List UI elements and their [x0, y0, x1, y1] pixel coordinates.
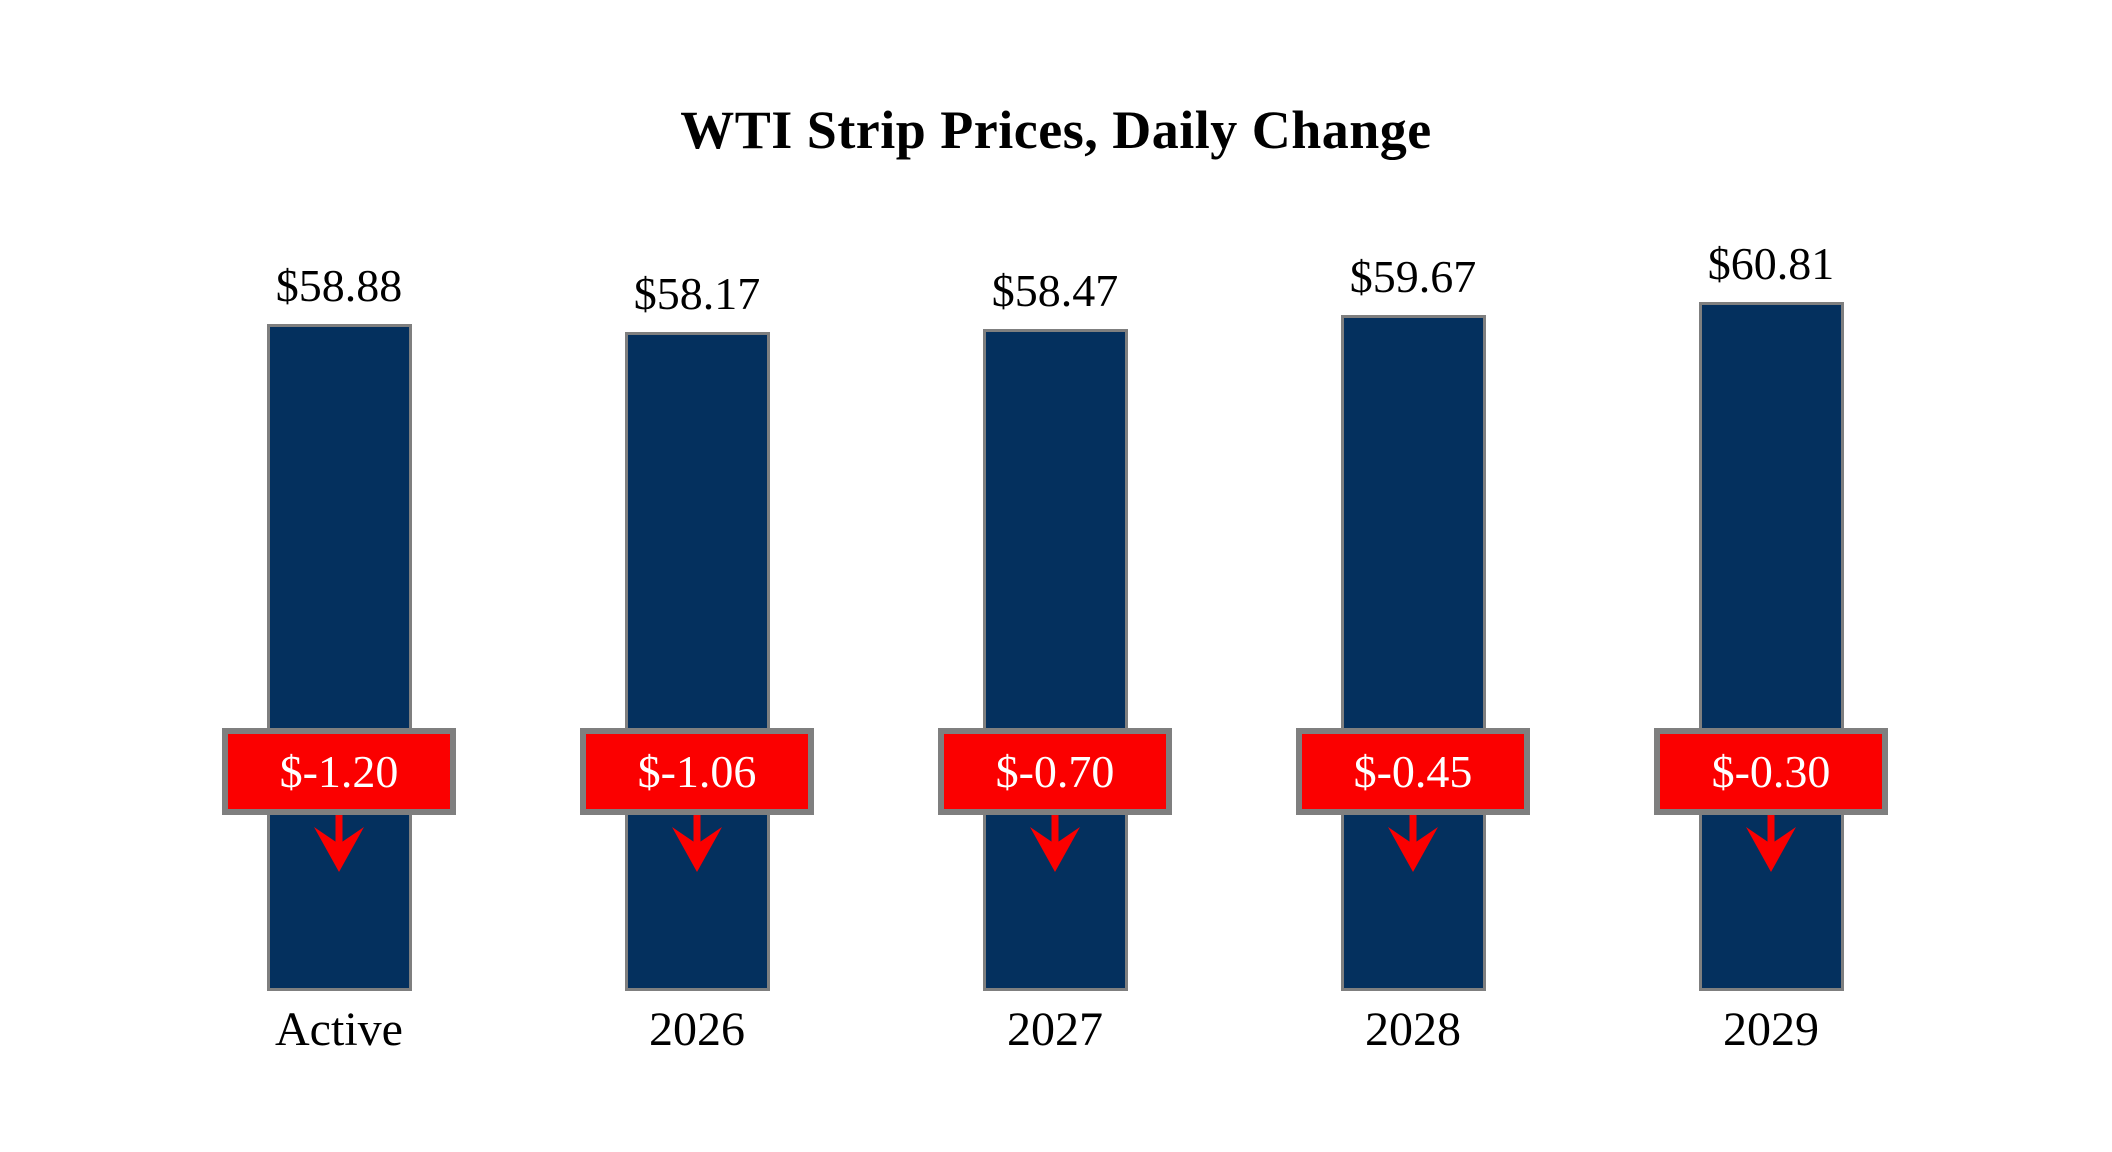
- down-arrow-icon: [1027, 815, 1083, 872]
- daily-change-badge: $-0.30: [1654, 728, 1888, 815]
- category-label: Active: [275, 1003, 403, 1056]
- bar-active: [266, 324, 412, 991]
- chart-title: WTI Strip Prices, Daily Change: [680, 100, 1432, 160]
- bar-2028: [1340, 315, 1486, 991]
- strip-price-label: $58.47: [991, 265, 1119, 316]
- down-arrow-icon: [1743, 815, 1799, 872]
- bar-2029: [1698, 302, 1844, 991]
- category-label: 2028: [1365, 1003, 1461, 1056]
- bar-2026: [624, 332, 770, 991]
- strip-price-label: $60.81: [1707, 238, 1835, 289]
- bar-2027: [982, 329, 1128, 991]
- down-arrow-icon: [669, 815, 725, 872]
- category-label: 2027: [1007, 1003, 1103, 1056]
- daily-change-badge: $-0.45: [1296, 728, 1530, 815]
- down-arrow-icon: [311, 815, 367, 872]
- strip-price-label: $59.67: [1349, 251, 1477, 302]
- category-label: 2026: [649, 1003, 745, 1056]
- daily-change-badge: $-0.70: [938, 728, 1172, 815]
- strip-price-label: $58.88: [275, 260, 403, 311]
- daily-change-badge: $-1.20: [222, 728, 456, 815]
- strip-price-label: $58.17: [633, 268, 761, 319]
- down-arrow-icon: [1385, 815, 1441, 872]
- daily-change-badge: $-1.06: [580, 728, 814, 815]
- category-label: 2029: [1723, 1003, 1819, 1056]
